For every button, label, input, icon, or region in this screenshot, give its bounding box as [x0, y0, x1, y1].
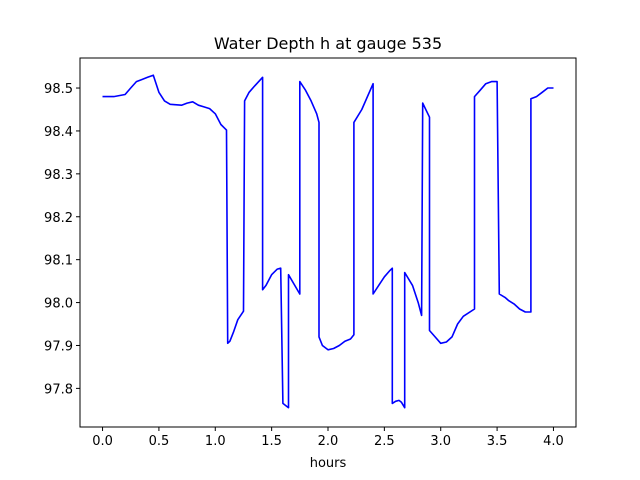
y-tick-label: 98.2	[44, 211, 73, 226]
y-tick-label: 98.1	[44, 254, 73, 269]
y-axis-ticks: 97.8 97.9 98.0 98.1 98.2 98.3 98.4 98.5	[44, 82, 80, 397]
plot-frame	[79, 57, 577, 428]
x-tick-label: 2.0	[318, 434, 339, 449]
x-tick-label: 3.0	[430, 434, 451, 449]
x-tick-label: 0.5	[149, 434, 170, 449]
x-tick-label: 4.0	[543, 434, 564, 449]
x-axis-label: hours	[310, 456, 347, 471]
chart-title: Water Depth h at gauge 535	[214, 34, 442, 53]
series-line-water-depth	[102, 74, 554, 409]
y-tick-label: 98.0	[44, 297, 73, 312]
x-tick-label: 1.0	[205, 434, 226, 449]
y-tick-label: 97.9	[44, 339, 73, 354]
x-tick-label: 2.5	[374, 434, 395, 449]
x-axis-ticks: 0.0 0.5 1.0 1.5 2.0 2.5 3.0 3.5 4.0	[92, 427, 564, 449]
y-tick-label: 98.3	[44, 168, 73, 183]
y-tick-label: 98.5	[44, 82, 73, 97]
x-tick-label: 0.0	[92, 434, 113, 449]
x-tick-label: 3.5	[487, 434, 508, 449]
x-tick-label: 1.5	[261, 434, 282, 449]
y-tick-label: 97.8	[44, 382, 73, 397]
y-tick-label: 98.4	[44, 125, 73, 140]
